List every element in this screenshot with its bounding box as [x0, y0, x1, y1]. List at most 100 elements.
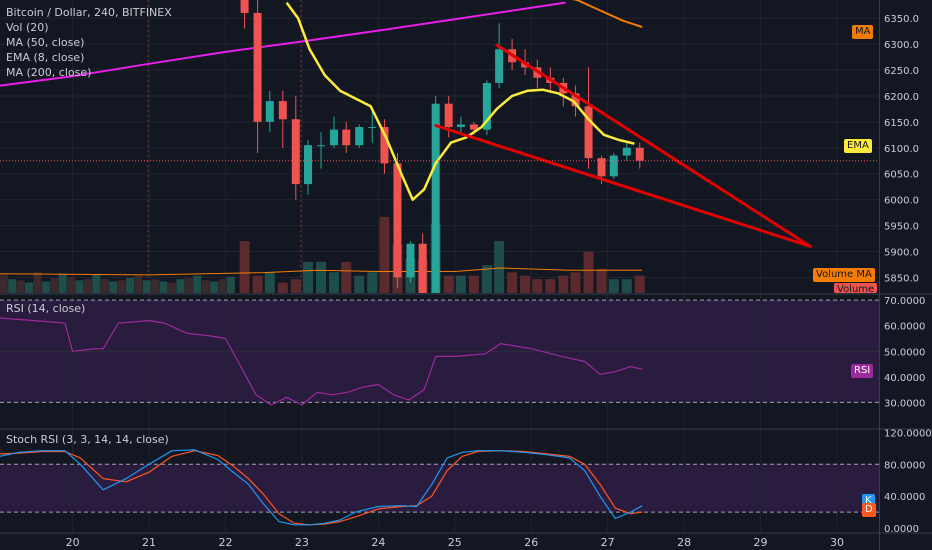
- time-tick-label: 21: [142, 536, 156, 549]
- candle-body: [355, 127, 364, 146]
- candle-body: [469, 124, 478, 130]
- volume-bar: [117, 280, 126, 293]
- candle-body: [444, 103, 453, 128]
- volume-bar: [142, 280, 151, 293]
- volume-bar: [379, 216, 390, 293]
- candle-body: [597, 158, 606, 177]
- candle-body: [330, 129, 339, 146]
- volume-tag: Volume: [834, 283, 878, 293]
- symbol-title[interactable]: Bitcoin / Dollar, 240, BITFINEX: [6, 6, 172, 19]
- volume-bar: [125, 278, 134, 293]
- volume-bar: [329, 272, 340, 293]
- price-tick-label: 5900.0: [884, 248, 919, 259]
- volume-ma-line: [0, 267, 643, 276]
- rsi-tick-label: 60.0000: [884, 322, 925, 333]
- volume-bar: [16, 280, 25, 293]
- volume-bar: [75, 280, 84, 293]
- rsi-tick-label: 30.0000: [884, 398, 925, 409]
- volume-bar: [210, 281, 219, 293]
- legend-ma50[interactable]: MA (50, close): [6, 36, 85, 49]
- stoch-d-tag: D: [862, 503, 876, 517]
- price-tick-label: 6050.0: [884, 170, 919, 181]
- candle-body: [571, 93, 580, 107]
- candle-body: [406, 243, 415, 278]
- volume-bar: [226, 276, 235, 293]
- volume-bar: [109, 281, 118, 293]
- volume-bar: [252, 275, 263, 293]
- candle-body: [431, 103, 440, 293]
- stoch-tick-label: 120.0000: [884, 428, 932, 439]
- candle-body: [253, 12, 262, 122]
- volume-bar: [303, 261, 314, 293]
- volume-bar: [621, 279, 632, 293]
- stoch-tick-label: 40.0000: [884, 492, 925, 503]
- volume-bar: [354, 275, 365, 293]
- ma50-line: [572, 0, 643, 28]
- candle-body: [635, 147, 644, 161]
- legend-ema8[interactable]: EMA (8, close): [6, 51, 85, 64]
- legend-ma200[interactable]: MA (200, close): [6, 66, 92, 79]
- volume-bar: [290, 279, 301, 293]
- candle-body: [393, 163, 402, 278]
- time-tick-label: 26: [524, 536, 538, 549]
- time-tick-label: 24: [371, 536, 385, 549]
- volume-bar: [634, 275, 645, 293]
- ema-tag: EMA: [844, 139, 872, 153]
- ma-tag: MA: [852, 25, 874, 39]
- candle-body: [304, 145, 313, 185]
- volume-bar: [239, 241, 250, 293]
- price-tick-label: 5950.0: [884, 222, 919, 233]
- volume-bar: [184, 278, 193, 293]
- volume-bar: [558, 275, 569, 293]
- stoch-d-line: [0, 450, 643, 526]
- candle-body: [495, 49, 504, 83]
- volume-bar: [367, 272, 378, 293]
- candle-body: [278, 101, 287, 120]
- rsi-line: [0, 317, 643, 406]
- time-tick-label: 23: [295, 536, 309, 549]
- candle-body: [584, 106, 593, 159]
- time-tick-label: 27: [601, 536, 615, 549]
- ema8-line: [285, 1, 635, 201]
- rsi-tick-label: 50.0000: [884, 347, 925, 358]
- time-tick-label: 20: [66, 536, 80, 549]
- volume-bar: [92, 274, 101, 293]
- volume-bar: [33, 272, 42, 293]
- candle-body: [368, 127, 377, 129]
- volume-bar: [532, 279, 543, 293]
- price-tick-label: 6000.0: [884, 196, 919, 207]
- stoch-tick-label: 80.0000: [884, 460, 925, 471]
- volume-bar: [507, 272, 518, 293]
- volume-bar: [570, 272, 581, 293]
- time-tick-label: 30: [830, 536, 844, 549]
- volume-bar: [8, 279, 17, 293]
- rsi-tag: RSI: [851, 364, 874, 378]
- volume-bar: [596, 268, 607, 293]
- legend-volume[interactable]: Vol (20): [6, 21, 49, 34]
- candle-body: [456, 124, 465, 128]
- time-tick-label: 22: [218, 536, 232, 549]
- volume-bar: [341, 261, 352, 293]
- time-tick-label: 25: [448, 536, 462, 549]
- volume-bar: [193, 275, 202, 293]
- rsi-tick-label: 40.0000: [884, 373, 925, 384]
- price-tick-label: 6200.0: [884, 92, 919, 103]
- volume-ma-tag: Volume MA: [813, 268, 875, 282]
- trendline: [495, 43, 812, 248]
- volume-bar: [176, 279, 185, 293]
- stoch-tick-label: 0.0000: [884, 524, 919, 535]
- price-tick-label: 5850.0: [884, 273, 919, 284]
- volume-bar: [481, 265, 492, 293]
- volume-bar: [151, 279, 160, 293]
- candle-body: [291, 119, 300, 185]
- price-tick-label: 6300.0: [884, 40, 919, 51]
- volume-bar: [468, 275, 479, 293]
- volume-bar: [41, 281, 50, 293]
- rsi-pane-title[interactable]: RSI (14, close): [6, 302, 86, 315]
- volume-bar: [264, 272, 275, 293]
- stoch-rsi-pane-title[interactable]: Stoch RSI (3, 3, 14, 14, close): [6, 433, 169, 446]
- volume-bar: [545, 279, 556, 293]
- price-tick-label: 6100.0: [884, 144, 919, 155]
- volume-bar: [608, 279, 619, 293]
